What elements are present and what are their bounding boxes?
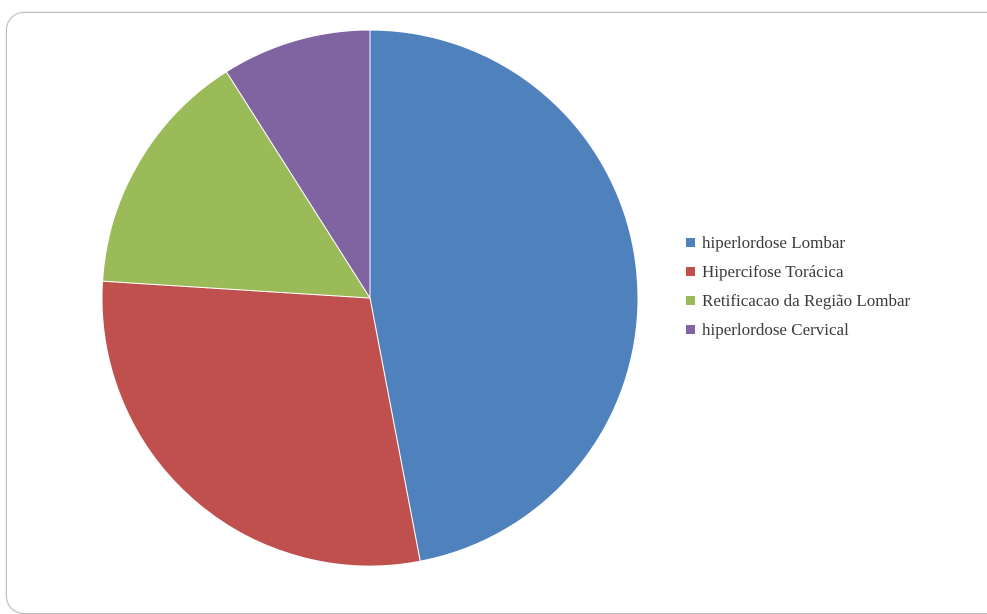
pie-slice-retificacao-regiao-lombar: [101, 71, 371, 299]
legend-item-retificacao-regiao-lombar: Retificacao da Região Lombar: [686, 286, 910, 315]
legend-swatch-retificacao-regiao-lombar: [686, 296, 695, 305]
legend-swatch-hiperlordose-lombar: [686, 238, 695, 247]
legend: hiperlordose Lombar Hipercifose Torácica…: [686, 228, 910, 344]
legend-item-hiperlordose-lombar: hiperlordose Lombar: [686, 228, 910, 257]
legend-label-retificacao-regiao-lombar: Retificacao da Região Lombar: [702, 290, 911, 310]
legend-label-hiperlordose-cervical: hiperlordose Cervical: [702, 319, 849, 339]
pie-slice-hipercifose-toracica: [101, 280, 421, 567]
pie-slice-hiperlordose-lombar: [369, 29, 639, 562]
legend-label-hipercifose-toracica: Hipercifose Torácica: [702, 261, 844, 281]
legend-swatch-hipercifose-toracica: [686, 267, 695, 276]
pie-slice-hiperlordose-cervical: [225, 29, 371, 300]
legend-item-hipercifose-toracica: Hipercifose Torácica: [686, 257, 910, 286]
legend-swatch-hiperlordose-cervical: [686, 325, 695, 334]
pie-chart: [101, 29, 639, 567]
legend-item-hiperlordose-cervical: hiperlordose Cervical: [686, 315, 910, 344]
legend-label-hiperlordose-lombar: hiperlordose Lombar: [702, 232, 846, 252]
